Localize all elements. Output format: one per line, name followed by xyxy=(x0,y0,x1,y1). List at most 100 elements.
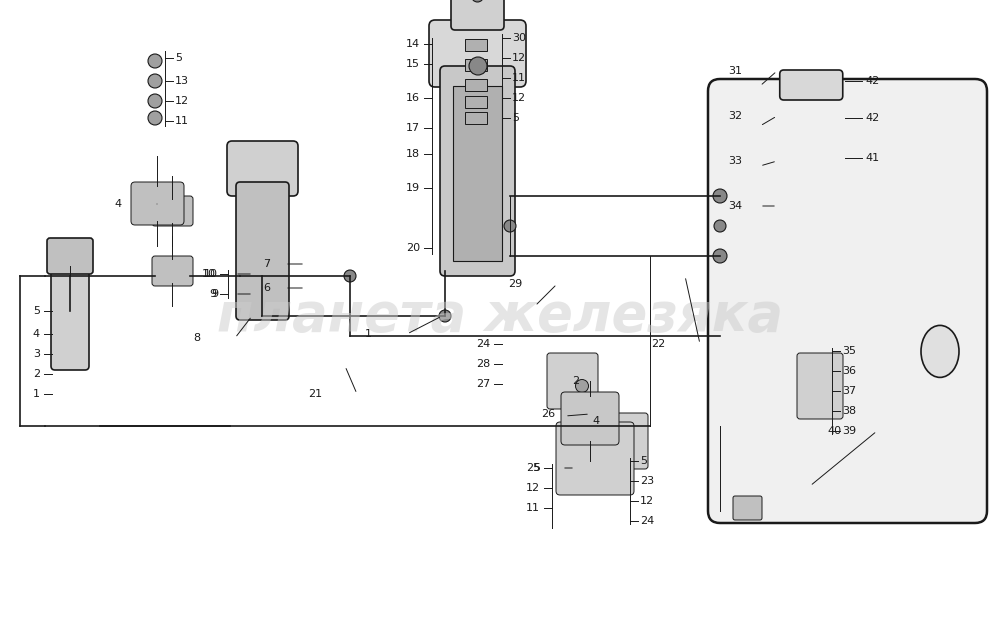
Text: 13: 13 xyxy=(175,76,189,86)
FancyBboxPatch shape xyxy=(597,413,648,469)
Text: 7: 7 xyxy=(263,259,270,269)
Text: 9: 9 xyxy=(209,289,216,299)
Text: 1: 1 xyxy=(33,389,40,399)
Text: 21: 21 xyxy=(308,389,322,399)
FancyBboxPatch shape xyxy=(733,496,762,520)
FancyBboxPatch shape xyxy=(47,238,93,274)
Circle shape xyxy=(469,57,487,75)
Circle shape xyxy=(472,0,484,2)
Text: 39: 39 xyxy=(842,426,856,436)
Text: 36: 36 xyxy=(842,366,856,376)
FancyBboxPatch shape xyxy=(429,20,526,87)
Circle shape xyxy=(714,220,726,232)
Text: 22: 22 xyxy=(651,339,665,349)
Text: 35: 35 xyxy=(842,346,856,356)
Text: 4: 4 xyxy=(115,199,122,209)
Bar xyxy=(465,59,487,71)
Bar xyxy=(465,39,487,51)
Text: 37: 37 xyxy=(842,386,856,396)
Text: 14: 14 xyxy=(406,39,420,49)
Text: 40: 40 xyxy=(828,426,842,436)
Text: 38: 38 xyxy=(842,406,856,416)
Circle shape xyxy=(713,249,727,263)
Circle shape xyxy=(344,270,356,282)
Text: 5: 5 xyxy=(175,53,182,63)
Circle shape xyxy=(148,74,162,88)
FancyBboxPatch shape xyxy=(451,0,504,30)
Text: 42: 42 xyxy=(865,76,879,86)
Circle shape xyxy=(439,310,451,322)
Text: 12: 12 xyxy=(526,483,540,493)
FancyBboxPatch shape xyxy=(152,196,193,226)
Ellipse shape xyxy=(921,326,959,377)
Text: 11: 11 xyxy=(526,503,540,513)
Text: 1: 1 xyxy=(365,329,372,339)
Text: 10: 10 xyxy=(202,269,216,279)
Text: 42: 42 xyxy=(865,113,879,123)
FancyBboxPatch shape xyxy=(561,392,619,445)
Circle shape xyxy=(713,189,727,203)
Circle shape xyxy=(148,111,162,125)
Circle shape xyxy=(576,409,588,423)
Text: 17: 17 xyxy=(406,123,420,133)
FancyBboxPatch shape xyxy=(708,79,987,523)
Text: 11: 11 xyxy=(512,73,526,83)
FancyBboxPatch shape xyxy=(236,182,289,320)
Text: 30: 30 xyxy=(512,33,526,43)
Text: 12: 12 xyxy=(512,53,526,63)
Circle shape xyxy=(148,94,162,108)
FancyBboxPatch shape xyxy=(227,141,298,196)
Text: 6: 6 xyxy=(263,283,270,293)
Text: 11: 11 xyxy=(175,116,189,126)
Text: 25: 25 xyxy=(526,463,540,473)
FancyBboxPatch shape xyxy=(51,262,89,370)
Text: 20: 20 xyxy=(406,243,420,253)
Text: 12: 12 xyxy=(175,96,189,106)
Text: 9: 9 xyxy=(211,289,218,299)
Circle shape xyxy=(576,379,588,393)
Text: планета железяка: планета железяка xyxy=(217,290,783,342)
Text: 16: 16 xyxy=(406,93,420,103)
Text: 24: 24 xyxy=(476,339,490,349)
Text: 3: 3 xyxy=(33,349,40,359)
Bar xyxy=(465,112,487,124)
Text: 19: 19 xyxy=(406,183,420,193)
Text: 27: 27 xyxy=(476,379,490,389)
Text: 31: 31 xyxy=(728,66,742,76)
FancyBboxPatch shape xyxy=(440,66,515,276)
Text: 28: 28 xyxy=(476,359,490,369)
Text: 4: 4 xyxy=(592,416,599,426)
Text: 23: 23 xyxy=(640,476,654,486)
Text: 5: 5 xyxy=(533,463,540,473)
FancyBboxPatch shape xyxy=(152,256,193,286)
Text: 15: 15 xyxy=(406,59,420,69)
FancyBboxPatch shape xyxy=(547,353,598,409)
Text: 33: 33 xyxy=(728,156,742,166)
Text: 34: 34 xyxy=(728,201,742,211)
Text: 26: 26 xyxy=(541,409,555,419)
FancyBboxPatch shape xyxy=(797,353,843,419)
FancyBboxPatch shape xyxy=(556,422,634,495)
Text: 24: 24 xyxy=(640,516,654,526)
Text: 29: 29 xyxy=(508,279,522,289)
Circle shape xyxy=(504,220,516,232)
Bar xyxy=(465,96,487,108)
FancyBboxPatch shape xyxy=(780,70,843,100)
Text: 5: 5 xyxy=(33,306,40,316)
Text: 5: 5 xyxy=(640,456,647,466)
Text: 12: 12 xyxy=(640,496,654,506)
Bar xyxy=(465,79,487,91)
Text: 32: 32 xyxy=(728,111,742,121)
Bar xyxy=(453,86,502,261)
Text: 41: 41 xyxy=(865,153,879,163)
Circle shape xyxy=(574,393,590,409)
Text: 10: 10 xyxy=(204,269,218,279)
Text: 4: 4 xyxy=(33,329,40,339)
Text: 18: 18 xyxy=(406,149,420,159)
Text: 8: 8 xyxy=(193,333,200,343)
Text: 2: 2 xyxy=(33,369,40,379)
Text: 2: 2 xyxy=(572,376,579,386)
FancyBboxPatch shape xyxy=(131,182,184,225)
Circle shape xyxy=(148,54,162,68)
Text: 12: 12 xyxy=(512,93,526,103)
